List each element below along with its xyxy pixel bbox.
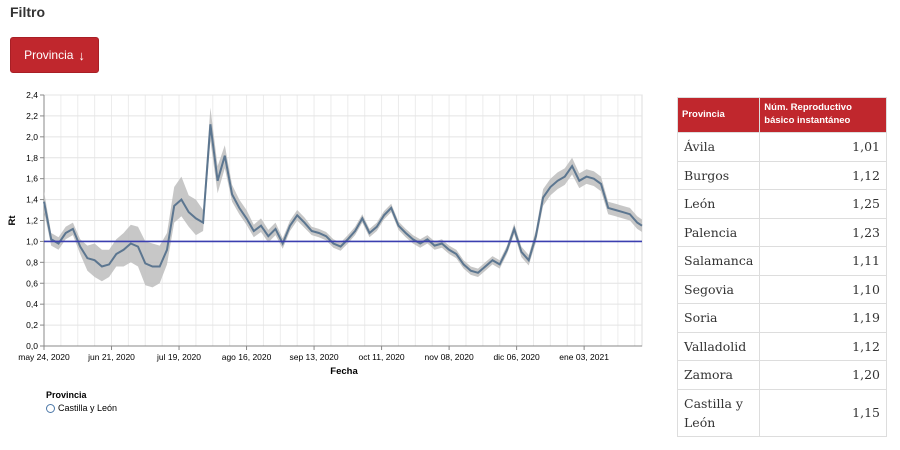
arrow-down-icon: ↓ xyxy=(78,47,85,63)
cell-provincia: Zamora xyxy=(676,360,761,390)
cell-provincia: Burgos xyxy=(676,160,761,190)
cell-rt-value: 1,12 xyxy=(759,160,887,190)
y-tick-label: 0,4 xyxy=(26,299,38,309)
table-row: Salamanca 1,11 xyxy=(676,246,887,276)
filter-title: Filtro xyxy=(10,4,45,20)
cell-rt-value: 1,10 xyxy=(759,274,887,304)
y-axis-title: Rt xyxy=(7,215,18,226)
legend-item[interactable]: Castilla y León xyxy=(46,403,117,413)
table-row: Ávila 1,01 xyxy=(676,132,887,162)
cell-rt-value: 1,19 xyxy=(759,303,887,333)
y-tick-label: 0,6 xyxy=(26,278,38,288)
confidence-band xyxy=(44,107,642,288)
table-body: Ávila 1,01 Burgos 1,12 León 1,25 Palencia 1,23 S… xyxy=(676,132,887,438)
cell-rt-value: 1,23 xyxy=(759,217,887,247)
cell-provincia: Segovia xyxy=(676,274,761,304)
legend-swatch-icon xyxy=(46,403,55,413)
series-line xyxy=(43,124,643,274)
y-tick-label: 1,2 xyxy=(26,216,38,226)
province-sort-button[interactable]: Provincia ↓ xyxy=(10,37,99,73)
cell-provincia: Ávila xyxy=(676,132,761,162)
rt-table: Provincia Núm. Reproductivo básico insta… xyxy=(676,97,887,438)
table-row: Castilla y León 1,15 xyxy=(676,388,887,438)
table-header-row: Provincia Núm. Reproductivo básico insta… xyxy=(676,97,887,133)
header-provincia[interactable]: Provincia xyxy=(676,97,761,133)
x-tick-label: oct 11, 2020 xyxy=(358,352,404,362)
cell-provincia: Soria xyxy=(676,303,761,333)
x-tick-label: jun 21, 2020 xyxy=(87,352,135,362)
legend-title: Provincia xyxy=(46,390,87,400)
x-tick-label: may 24, 2020 xyxy=(18,352,70,362)
y-tick-label: 2,4 xyxy=(26,90,38,100)
cell-provincia: Castilla y León xyxy=(676,388,761,438)
chart-legend: Provincia Castilla y León xyxy=(46,390,117,413)
cell-rt-value: 1,20 xyxy=(759,360,887,390)
rt-line-chart: 0,0 0,2 0,4 0,6 0,8 1,0 1,2 1,4 1,6 1,8 2,0 2,2 2,4 m… xyxy=(7,90,643,377)
legend-label: Castilla y León xyxy=(58,403,118,413)
table-row: León 1,25 xyxy=(676,189,887,219)
y-tick-label: 2,0 xyxy=(26,132,38,142)
table-row: Burgos 1,12 xyxy=(676,160,887,190)
cell-rt-value: 1,11 xyxy=(759,246,887,276)
cell-provincia: Valladolid xyxy=(676,331,761,361)
y-tick-label: 2,2 xyxy=(26,111,38,121)
y-tick-label: 1,6 xyxy=(26,174,38,184)
cell-provincia: Salamanca xyxy=(676,246,761,276)
cell-provincia: Palencia xyxy=(676,217,761,247)
cell-rt-value: 1,12 xyxy=(759,331,887,361)
x-axis-title: Fecha xyxy=(330,366,358,377)
y-tick-label: 0,0 xyxy=(26,341,38,351)
cell-rt-value: 1,25 xyxy=(759,189,887,219)
x-tick-label: sep 13, 2020 xyxy=(289,352,338,362)
cell-rt-value: 1,01 xyxy=(759,132,887,162)
table-row: Soria 1,19 xyxy=(676,303,887,333)
cell-rt-value: 1,15 xyxy=(759,388,887,438)
table-row: Segovia 1,10 xyxy=(676,274,887,304)
header-rt[interactable]: Núm. Reproductivo básico instantáneo xyxy=(759,97,887,133)
y-tick-label: 0,8 xyxy=(26,257,38,267)
table-row: Zamora 1,20 xyxy=(676,360,887,390)
y-tick-label: 1,8 xyxy=(26,153,38,163)
x-tick-label: ago 16, 2020 xyxy=(222,352,272,362)
x-tick-label: dic 06, 2020 xyxy=(493,352,540,362)
x-tick-label: jul 19, 2020 xyxy=(156,352,201,362)
table-row: Valladolid 1,12 xyxy=(676,331,887,361)
cell-provincia: León xyxy=(676,189,761,219)
table-row: Palencia 1,23 xyxy=(676,217,887,247)
y-tick-label: 0,2 xyxy=(26,320,38,330)
y-tick-label: 1,0 xyxy=(26,236,38,246)
province-button-label: Provincia xyxy=(24,48,74,62)
y-tick-label: 1,4 xyxy=(26,195,38,205)
x-tick-label: nov 08, 2020 xyxy=(425,352,474,362)
x-tick-label: ene 03, 2021 xyxy=(559,352,609,362)
